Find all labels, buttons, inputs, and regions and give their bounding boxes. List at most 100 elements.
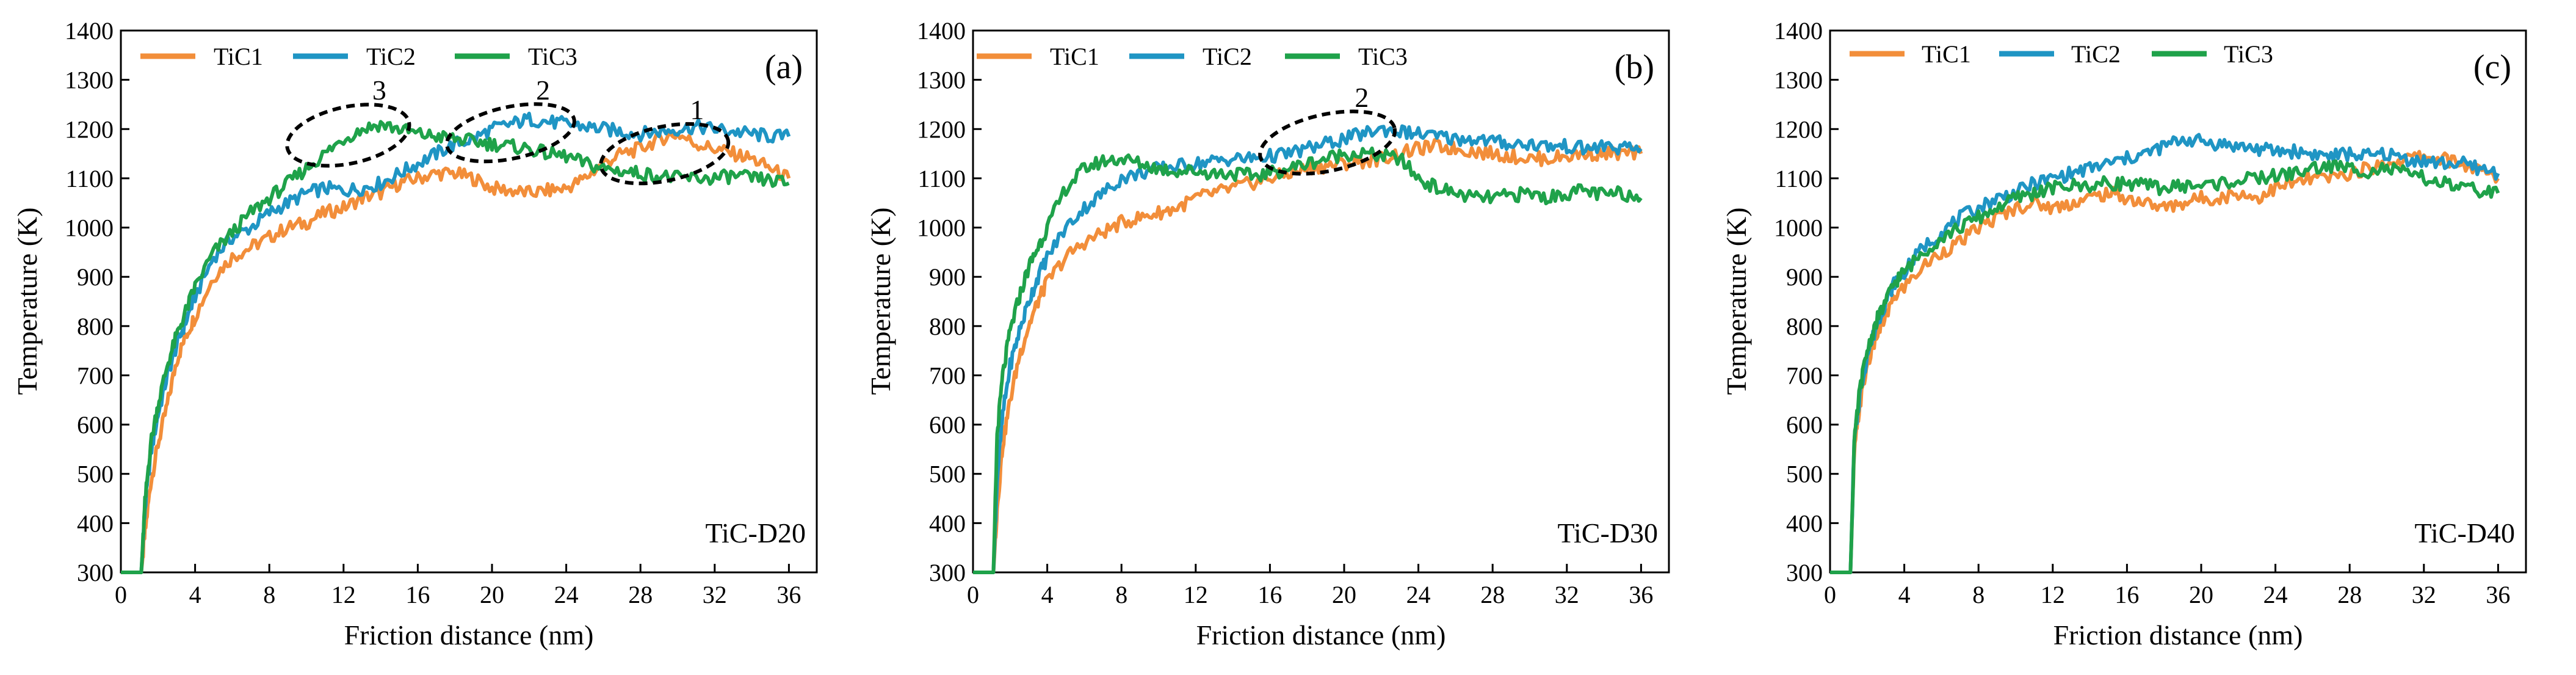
y-tick-label: 900 [1786,263,1823,291]
legend-item-tic3: TiC3 [455,43,577,70]
y-tick-label: 600 [77,411,114,439]
x-tick-label: 12 [2041,581,2065,608]
plot-frame [1829,29,2527,574]
y-tick-label: 800 [1786,313,1823,340]
y-tick-label: 400 [77,509,114,537]
y-tick-label: 500 [929,461,966,488]
y-tick-label: 1300 [65,67,114,94]
sample-label: TiC-D30 [1558,517,1658,549]
legend-label: TiC3 [1358,43,1408,70]
series-line-tic2 [121,111,791,574]
y-tick-label: 500 [1786,461,1823,488]
legend-label: TiC1 [214,43,263,70]
x-tick-label: 28 [628,581,653,608]
x-tick-label: 16 [2115,581,2139,608]
legend-label: TiC2 [366,43,416,70]
y-tick-label: 1400 [65,17,114,45]
x-tick-label: 8 [1115,581,1127,608]
y-tick-label: 1100 [1775,165,1823,192]
legend-item-tic2: TiC2 [1129,43,1252,70]
x-tick-label: 36 [1629,581,1653,608]
ticks-layer: 0 4 8 12 16 20 24 28 32 3630040050060070080090010… [917,17,1653,608]
x-tick-label: 12 [1184,581,1208,608]
panel-tag: (c) [2473,48,2511,86]
panel-b: 0 4 8 12 16 20 24 28 32 36 300 400 500 600 700 800 900 10… [865,17,1670,651]
legend-item-tic1: TiC1 [1850,40,1971,68]
y-tick-label: 700 [929,362,966,389]
legend-label: TiC3 [528,43,577,70]
y-tick-label: 1000 [1774,214,1823,242]
panel-c: 0 4 8 12 16 20 24 28 32 36 300 400 500 600 700 800 900 10… [1721,17,2527,651]
ticks-layer: 0 4 8 12 16 20 24 28 32 3630040050060070080090010… [65,17,801,608]
x-tick-label: 36 [776,581,801,608]
y-tick-label: 1300 [917,67,966,94]
x-axis-label: Friction distance (nm) [1196,619,1446,651]
y-axis-label: Temperature (K) [865,207,896,395]
series-line-tic2 [973,124,1643,574]
annotation-label: 1 [690,94,704,125]
series-line-tic1 [121,131,791,574]
y-tick-label: 900 [929,263,966,291]
x-tick-label: 24 [1406,581,1431,608]
legend-item-tic1: TiC1 [977,43,1099,70]
y-tick-label: 1200 [65,115,114,143]
x-tick-label: 8 [263,581,275,608]
x-tick-label: 32 [2412,581,2436,608]
x-tick-label: 4 [1898,581,1911,608]
x-tick-label: 20 [2189,581,2213,608]
x-tick-label: 32 [703,581,727,608]
legend-label: TiC1 [1922,40,1971,68]
legend-label: TiC2 [2071,40,2121,68]
legend-label: TiC3 [2224,40,2273,68]
series-line-tic1 [973,138,1643,574]
y-tick-label: 400 [929,509,966,537]
x-tick-label: 12 [331,581,356,608]
y-tick-label: 1100 [917,165,966,192]
x-tick-label: 28 [2337,581,2362,608]
y-tick-label: 1200 [1774,115,1823,143]
y-tick-label: 1200 [917,115,966,143]
ticks-layer: 0 4 8 12 16 20 24 28 32 3630040050060070080090010… [1774,17,2510,608]
y-tick-label: 500 [77,461,114,488]
legend-item-tic2: TiC2 [293,43,416,70]
x-tick-label: 20 [480,581,504,608]
legend-label: TiC2 [1203,43,1252,70]
y-tick-label: 400 [1786,509,1823,537]
y-tick-label: 1100 [65,165,114,192]
series-layer [973,124,1643,574]
x-axis-label: Friction distance (nm) [344,619,594,651]
x-tick-label: 8 [1972,581,1984,608]
y-axis-label: Temperature (K) [12,207,43,395]
annotation-ellipse [599,122,731,186]
panel-a: 0 4 8 12 16 20 24 28 32 3630040050060070080090010… [12,17,818,651]
annotation-label: 2 [1355,82,1369,113]
annotation-ellipse [444,102,576,164]
x-tick-label: 36 [2486,581,2510,608]
panel-tag: (a) [765,48,803,86]
legend-item-tic3: TiC3 [2152,40,2273,68]
y-tick-label: 800 [77,313,114,340]
y-tick-label: 1300 [1774,67,1823,94]
x-tick-label: 4 [1041,581,1054,608]
y-tick-label: 1000 [917,214,966,242]
series-line-tic3 [973,146,1643,574]
x-tick-label: 20 [1332,581,1356,608]
y-tick-label: 600 [1786,411,1823,439]
series-layer [121,111,791,574]
legend-item-tic3: TiC3 [1285,43,1408,70]
panel-tag: (b) [1615,48,1654,86]
x-tick-label: 16 [1257,581,1282,608]
y-tick-label: 300 [77,559,114,586]
y-axis-label: Temperature (K) [1721,207,1752,395]
x-axis-label: Friction distance (nm) [2053,619,2303,651]
plot-frame [120,29,818,574]
legend: TiC1 TiC2 TiC3 [140,43,577,70]
y-tick-label: 300 [929,559,966,586]
legend-item-tic1: TiC1 [140,43,263,70]
y-tick-label: 900 [77,263,114,291]
series-line-tic2 [1830,133,2500,574]
x-tick-label: 32 [1555,581,1579,608]
x-tick-label: 0 [115,581,127,608]
annotation-label: 2 [536,75,550,106]
